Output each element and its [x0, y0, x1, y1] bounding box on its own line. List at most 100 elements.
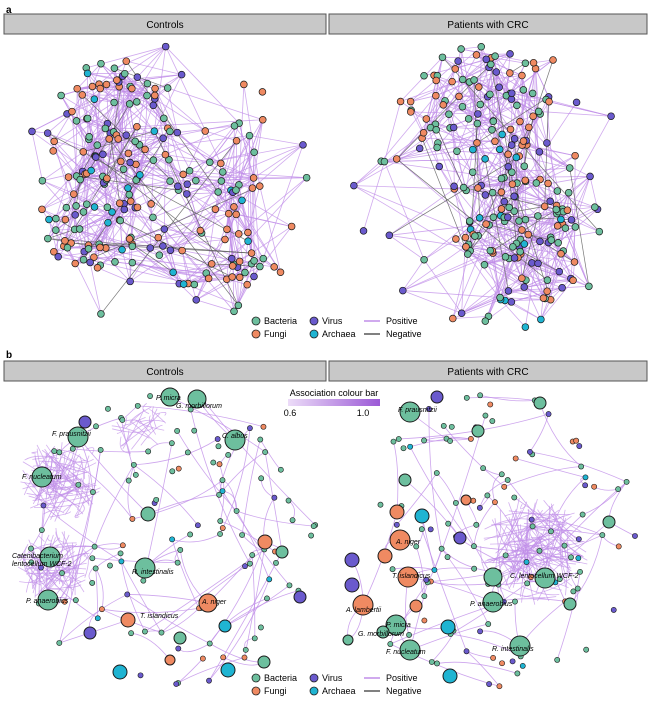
positive-edge — [450, 583, 528, 635]
positive-edge — [393, 441, 399, 513]
network-node — [160, 225, 169, 233]
network-node — [86, 258, 94, 267]
negative-edge — [82, 94, 178, 187]
positive-edge — [20, 481, 97, 488]
positive-edge — [171, 533, 221, 543]
network-node — [406, 97, 415, 106]
network-node — [458, 75, 467, 84]
network-node — [76, 175, 84, 184]
network-node — [117, 550, 124, 557]
legend-a-archaea-dot — [309, 329, 319, 339]
positive-edge — [473, 545, 565, 551]
network-node — [230, 203, 238, 211]
positive-edge — [514, 195, 595, 208]
positive-edge — [72, 454, 80, 492]
network-node — [232, 210, 240, 219]
network-node — [190, 280, 199, 289]
positive-edge — [564, 545, 579, 589]
network-node — [159, 242, 167, 250]
positive-edge — [205, 130, 237, 142]
network-node — [217, 177, 226, 185]
positive-edge — [537, 215, 576, 228]
network-node — [570, 258, 579, 266]
network-node — [444, 554, 451, 560]
network-node — [445, 110, 453, 118]
positive-edge — [177, 658, 204, 684]
species-labels-controls: P. micra G. morbillorum F. prausnitzii C… — [12, 395, 248, 620]
positive-edge — [569, 534, 603, 605]
network-node — [471, 543, 477, 550]
network-node — [143, 79, 152, 88]
positive-edge — [207, 554, 253, 604]
network-node — [87, 166, 95, 175]
network-node — [241, 268, 249, 277]
network-node — [61, 237, 69, 245]
positive-edge — [511, 287, 563, 303]
positive-edge — [353, 160, 382, 186]
network-node — [474, 184, 482, 192]
network-node — [164, 654, 176, 666]
network-node — [553, 187, 562, 195]
network-node — [508, 180, 517, 188]
network-node — [173, 681, 180, 687]
negative-edge — [125, 61, 219, 193]
label-p-micra-controls: P. micra — [156, 395, 181, 402]
positive-edge — [252, 144, 304, 189]
positive-edge — [531, 519, 603, 536]
positive-edge — [396, 472, 438, 526]
network-node — [398, 473, 412, 487]
positive-edge — [22, 470, 49, 507]
network-node — [78, 91, 86, 99]
positive-edge — [539, 556, 560, 567]
positive-edge — [461, 277, 523, 314]
panel-b-title-controls: Controls — [146, 367, 183, 378]
positive-edge — [129, 103, 136, 142]
positive-edge — [469, 192, 493, 222]
positive-edge — [164, 228, 226, 240]
network-node — [396, 97, 405, 106]
network-node — [93, 264, 102, 272]
label-p-anaerobius-crc: P. anaerobius — [470, 601, 513, 608]
positive-edge — [154, 88, 206, 132]
positive-edge — [42, 180, 67, 208]
network-node — [38, 176, 47, 185]
positive-edge — [509, 59, 554, 94]
network-node — [440, 423, 447, 429]
positive-edge — [74, 509, 80, 519]
network-node — [539, 294, 548, 302]
positive-edge — [400, 57, 443, 102]
network-node — [534, 567, 556, 589]
network-node — [432, 126, 440, 134]
positive-edge — [539, 151, 570, 169]
network-node — [228, 262, 237, 270]
positive-edge — [472, 134, 503, 150]
network-node — [99, 150, 107, 159]
network-node — [198, 593, 218, 613]
positive-edge — [135, 179, 154, 218]
positive-edge — [521, 509, 560, 537]
network-node — [470, 76, 478, 84]
positive-edge — [435, 68, 456, 96]
positive-edge — [236, 510, 314, 527]
positive-edge — [507, 184, 513, 218]
network-node — [132, 471, 139, 478]
positive-edge — [465, 190, 505, 218]
positive-edge — [92, 63, 102, 87]
network-node — [591, 203, 599, 211]
positive-edge — [129, 46, 167, 105]
network-node — [257, 534, 273, 550]
network-node — [140, 577, 147, 584]
positive-edge — [492, 501, 528, 564]
network-node — [217, 531, 223, 537]
network-node — [489, 418, 496, 424]
network-node — [61, 598, 68, 605]
network-node — [120, 205, 129, 214]
positive-edge — [177, 132, 211, 163]
network-node — [457, 309, 466, 318]
network-node — [194, 522, 201, 529]
negative-edge — [485, 223, 552, 241]
network-node — [199, 655, 206, 662]
network-node — [385, 614, 407, 636]
network-node — [124, 149, 133, 158]
